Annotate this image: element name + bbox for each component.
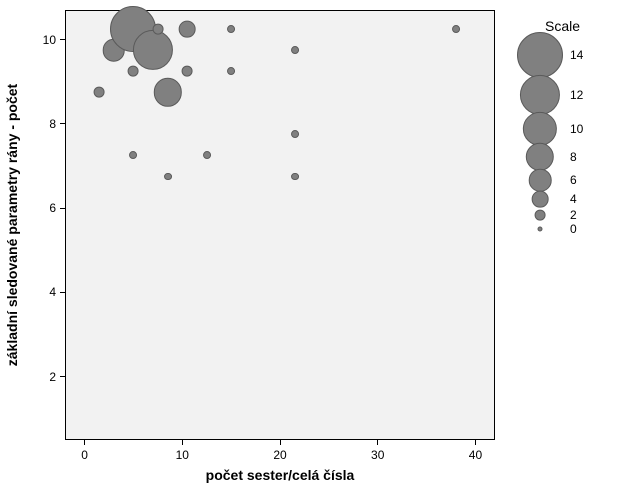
x-tick-label: 20 [273, 448, 286, 462]
data-point [133, 30, 173, 70]
legend-marker [526, 143, 554, 171]
legend-label: 0 [570, 222, 577, 236]
data-point [291, 46, 299, 54]
y-tick-label: 10 [43, 33, 56, 47]
data-point [128, 66, 139, 77]
legend-label: 6 [570, 173, 577, 187]
x-tick [84, 440, 85, 445]
legend-label: 14 [570, 48, 583, 62]
y-tick [60, 292, 65, 293]
y-tick [60, 376, 65, 377]
y-tick-label: 2 [49, 370, 56, 384]
legend-marker [523, 112, 557, 146]
data-point [179, 21, 196, 38]
y-tick [60, 39, 65, 40]
data-point [227, 67, 235, 75]
legend-label: 4 [570, 192, 577, 206]
x-axis-label: počet sester/celá čísla [206, 467, 355, 483]
data-point [291, 130, 299, 138]
legend-label: 12 [570, 88, 583, 102]
legend-marker [535, 210, 546, 221]
legend-marker [517, 32, 563, 78]
x-tick-label: 30 [371, 448, 384, 462]
data-point [291, 173, 299, 181]
x-tick [182, 440, 183, 445]
y-tick-label: 8 [49, 117, 56, 131]
data-point [452, 25, 460, 33]
y-axis-label: základní sledované parametry rány - poče… [4, 84, 20, 366]
legend-marker [529, 169, 552, 192]
data-point [94, 87, 105, 98]
legend-marker [532, 191, 549, 208]
x-tick [377, 440, 378, 445]
data-point [182, 66, 193, 77]
legend-label: 8 [570, 150, 577, 164]
legend-marker [538, 227, 543, 232]
x-tick [475, 440, 476, 445]
x-tick-label: 10 [176, 448, 189, 462]
x-tick-label: 40 [469, 448, 482, 462]
legend-label: 10 [570, 122, 583, 136]
y-tick [60, 123, 65, 124]
data-point [129, 151, 137, 159]
y-tick-label: 4 [49, 285, 56, 299]
legend-label: 2 [570, 208, 577, 222]
data-point [227, 25, 235, 33]
y-tick [60, 208, 65, 209]
data-point [203, 151, 211, 159]
y-tick-label: 6 [49, 201, 56, 215]
legend-title: Scale [545, 18, 580, 34]
x-tick-label: 0 [81, 448, 88, 462]
data-point [152, 24, 163, 35]
x-tick [280, 440, 281, 445]
data-point [164, 173, 172, 181]
legend-marker [520, 75, 560, 115]
chart-stage: počet sester/celá čísla základní sledova… [0, 0, 625, 500]
